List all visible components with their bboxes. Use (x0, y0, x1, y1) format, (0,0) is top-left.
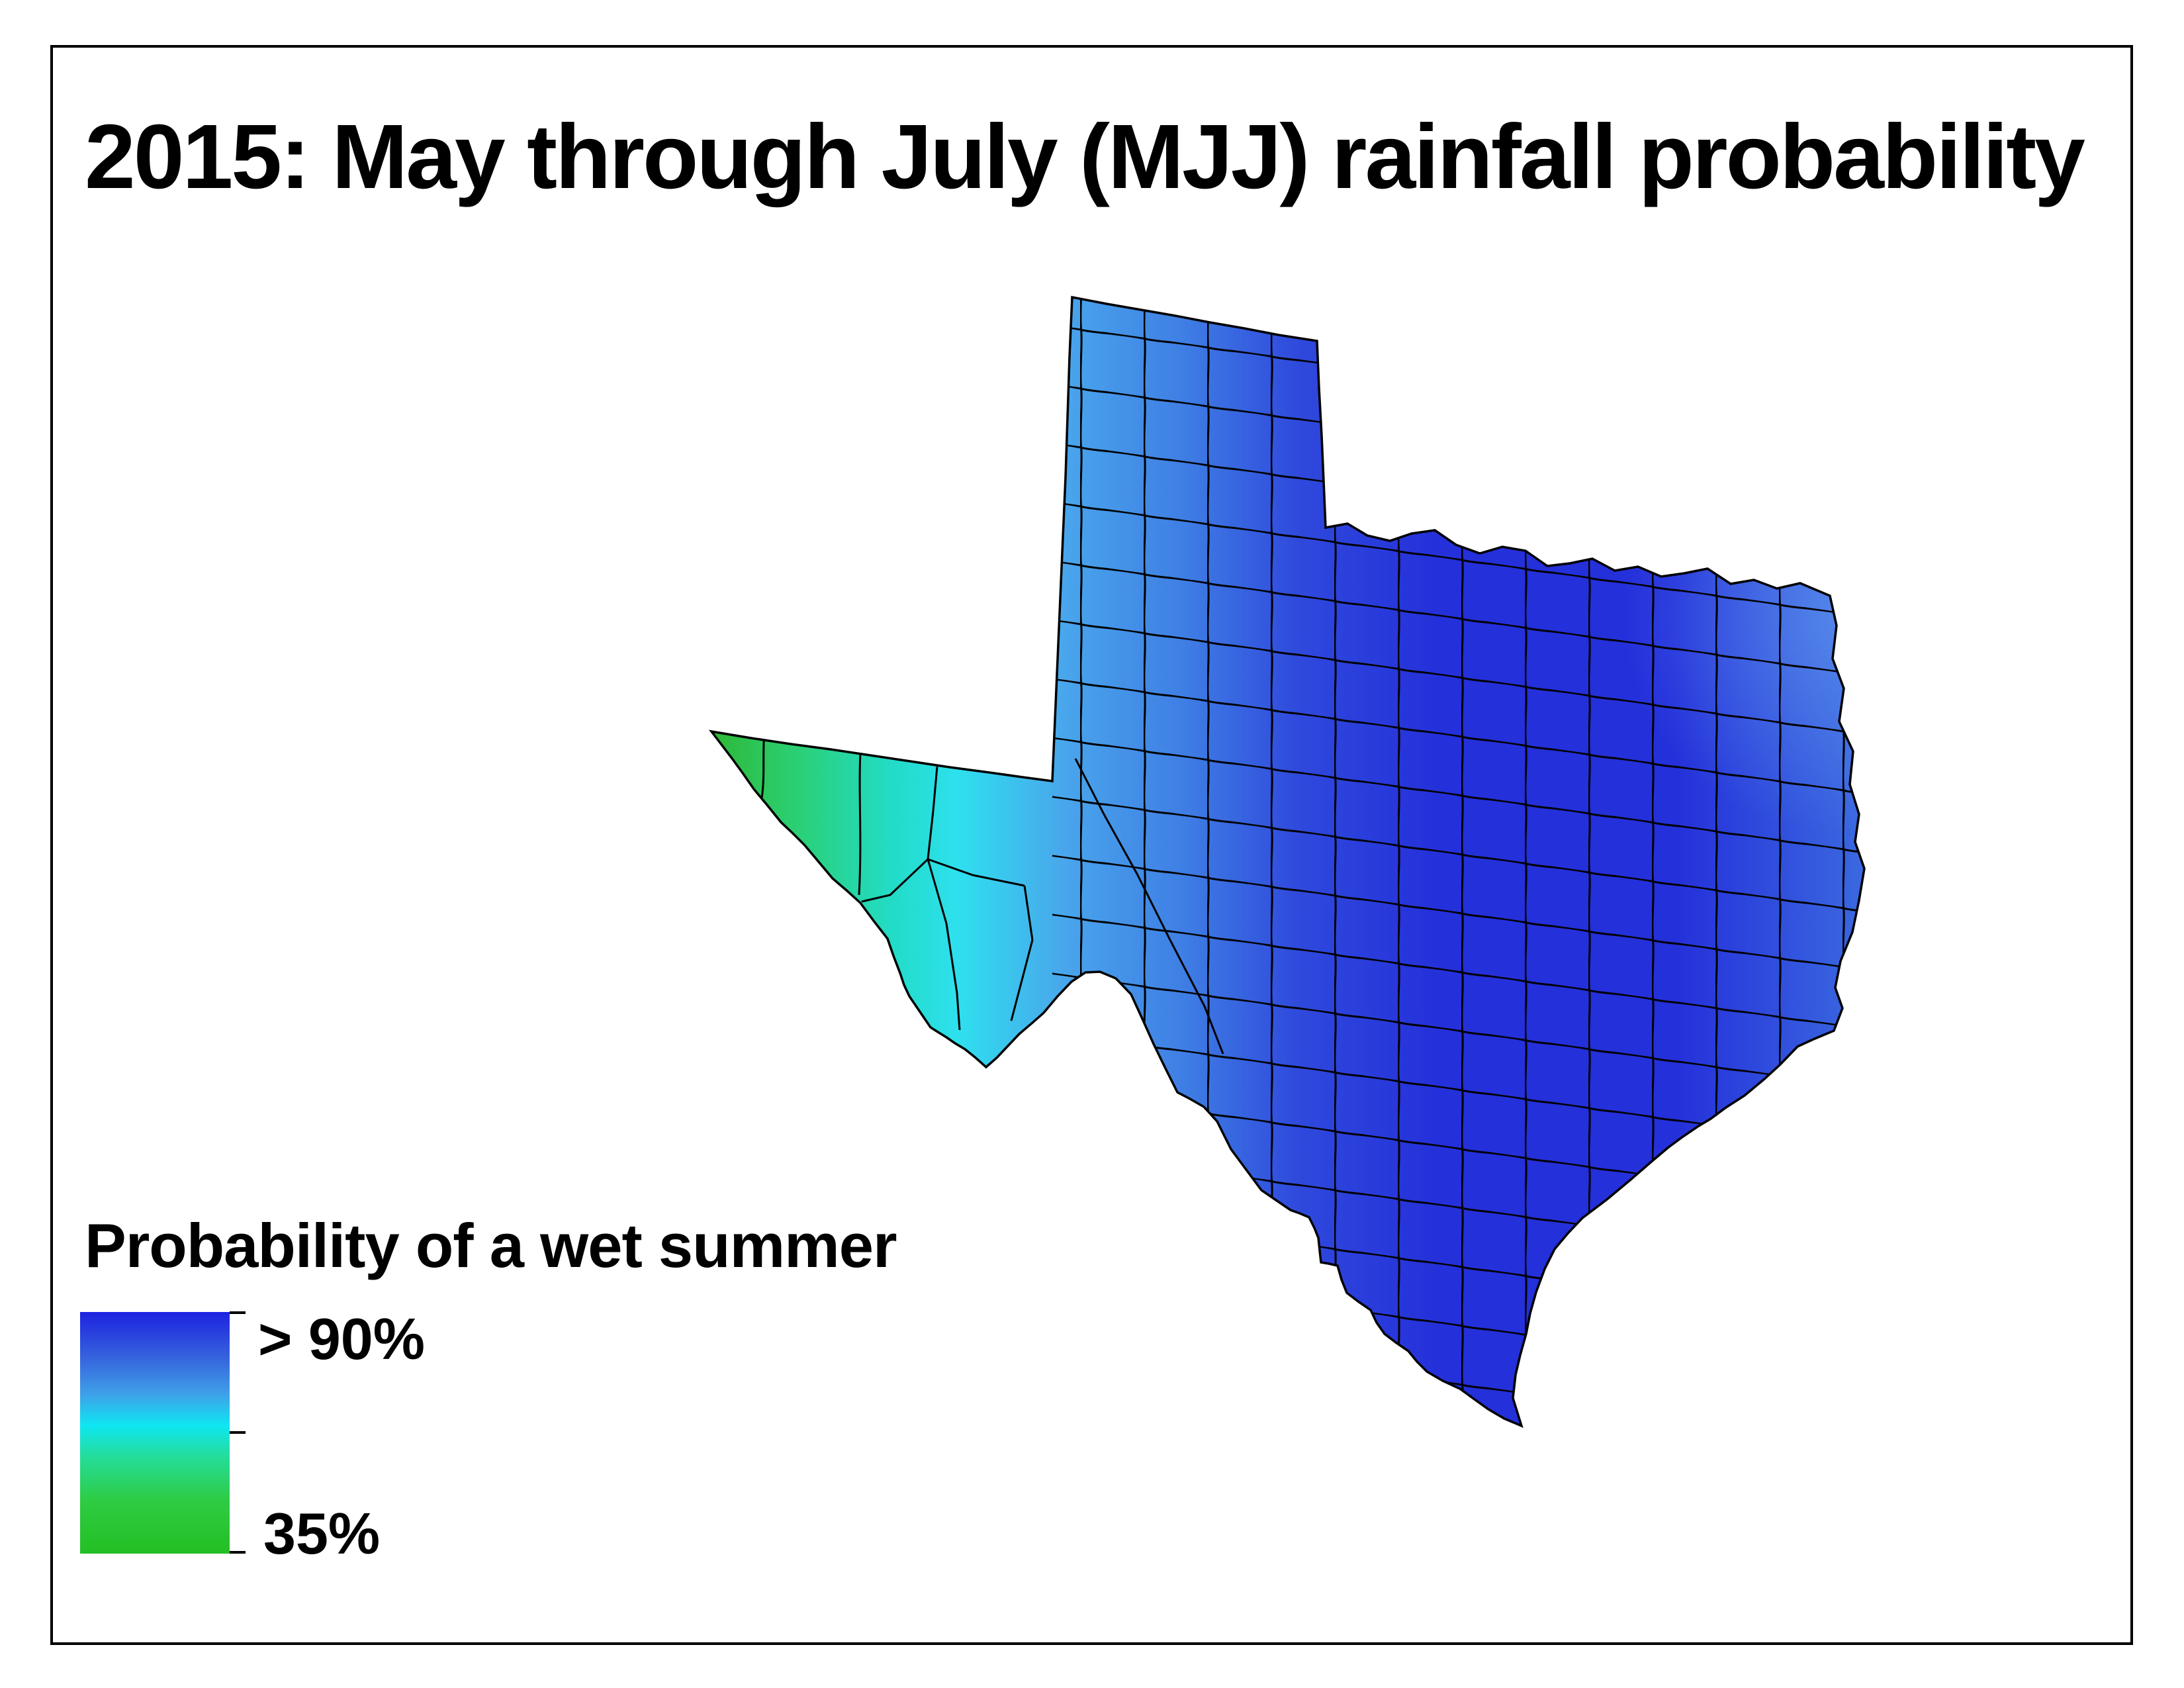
colorbar-gradient (80, 1312, 230, 1554)
legend-label-min: 35% (263, 1501, 381, 1566)
legend-label-max: > 90% (258, 1306, 425, 1372)
west-texas-county-lines (760, 729, 1224, 1055)
page-title: 2015: May through July (MJJ) rainfall pr… (85, 106, 2085, 208)
county-boundaries-grid (1052, 297, 1864, 1426)
legend-title: Probability of a wet summer (85, 1211, 897, 1280)
